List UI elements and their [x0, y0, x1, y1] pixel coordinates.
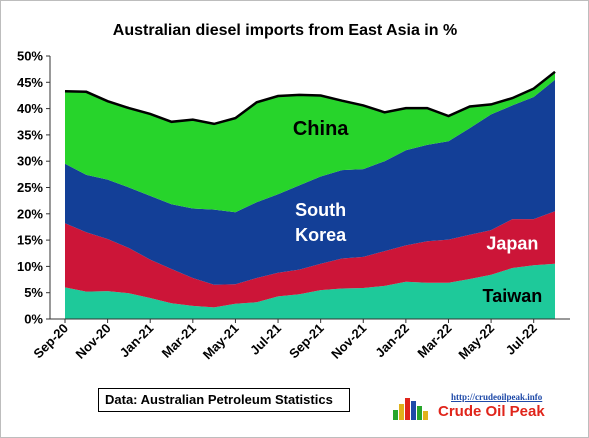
area-taiwan: [65, 263, 555, 319]
x-tick-label: Jul-21: [247, 321, 284, 358]
chart-title: Australian diesel imports from East Asia…: [112, 22, 458, 39]
y-tick-label: 20%: [17, 206, 43, 221]
x-tick-label: Nov-20: [72, 321, 113, 362]
x-tick-label: May-21: [200, 321, 242, 363]
y-tick-label: 45%: [17, 75, 43, 90]
crude-oil-peak-logo-icon: [393, 398, 428, 420]
y-tick-label: 30%: [17, 154, 43, 169]
x-tick-label: Sep-21: [286, 321, 327, 362]
x-tick-label: Mar-21: [159, 321, 199, 361]
x-tick-label: Mar-22: [414, 321, 454, 361]
y-tick-label: 50%: [17, 49, 43, 64]
x-tick-label: May-22: [455, 321, 497, 363]
area-japan: [65, 211, 555, 308]
area-south-korea: [65, 79, 555, 285]
annotation-korea: Korea: [295, 225, 347, 245]
brand-url: http://crudeoilpeak.info: [451, 392, 543, 402]
area-labels: China South Korea Japan Taiwan: [293, 118, 542, 306]
brand-name: Crude Oil Peak: [438, 403, 545, 420]
annotation-taiwan: Taiwan: [483, 286, 543, 306]
annotation-china: China: [293, 118, 349, 140]
annotation-south: South: [295, 200, 346, 220]
x-tick-label: Jan-21: [117, 321, 157, 361]
y-ticks: 0% 5% 10% 15% 20% 25% 30% 35% 40% 45% 50%: [17, 49, 50, 327]
area-china: [65, 71, 555, 213]
x-tick-label: Sep-20: [30, 321, 71, 362]
source-note: Data: Australian Petroleum Statistics: [105, 392, 333, 407]
y-tick-label: 0%: [24, 312, 43, 327]
x-tick-label: Jul-22: [503, 321, 540, 358]
series-areas: [65, 71, 555, 319]
y-tick-label: 5%: [24, 285, 43, 300]
y-tick-label: 35%: [17, 127, 43, 142]
x-tick-label: Jan-22: [372, 321, 412, 361]
total-line: [64, 70, 556, 126]
annotation-japan: Japan: [486, 234, 538, 254]
total-outline: [64, 70, 556, 126]
y-tick-label: 25%: [17, 180, 43, 195]
y-tick-label: 10%: [17, 259, 43, 274]
source-note-box: Data: Australian Petroleum Statistics: [98, 388, 350, 412]
x-ticks: Sep-20 Nov-20 Jan-21 Mar-21 May-21 Jul-21 Sep-…: [30, 319, 540, 363]
x-tick-label: Nov-21: [328, 321, 369, 362]
y-tick-label: 15%: [17, 233, 43, 248]
y-tick-label: 40%: [17, 101, 43, 116]
